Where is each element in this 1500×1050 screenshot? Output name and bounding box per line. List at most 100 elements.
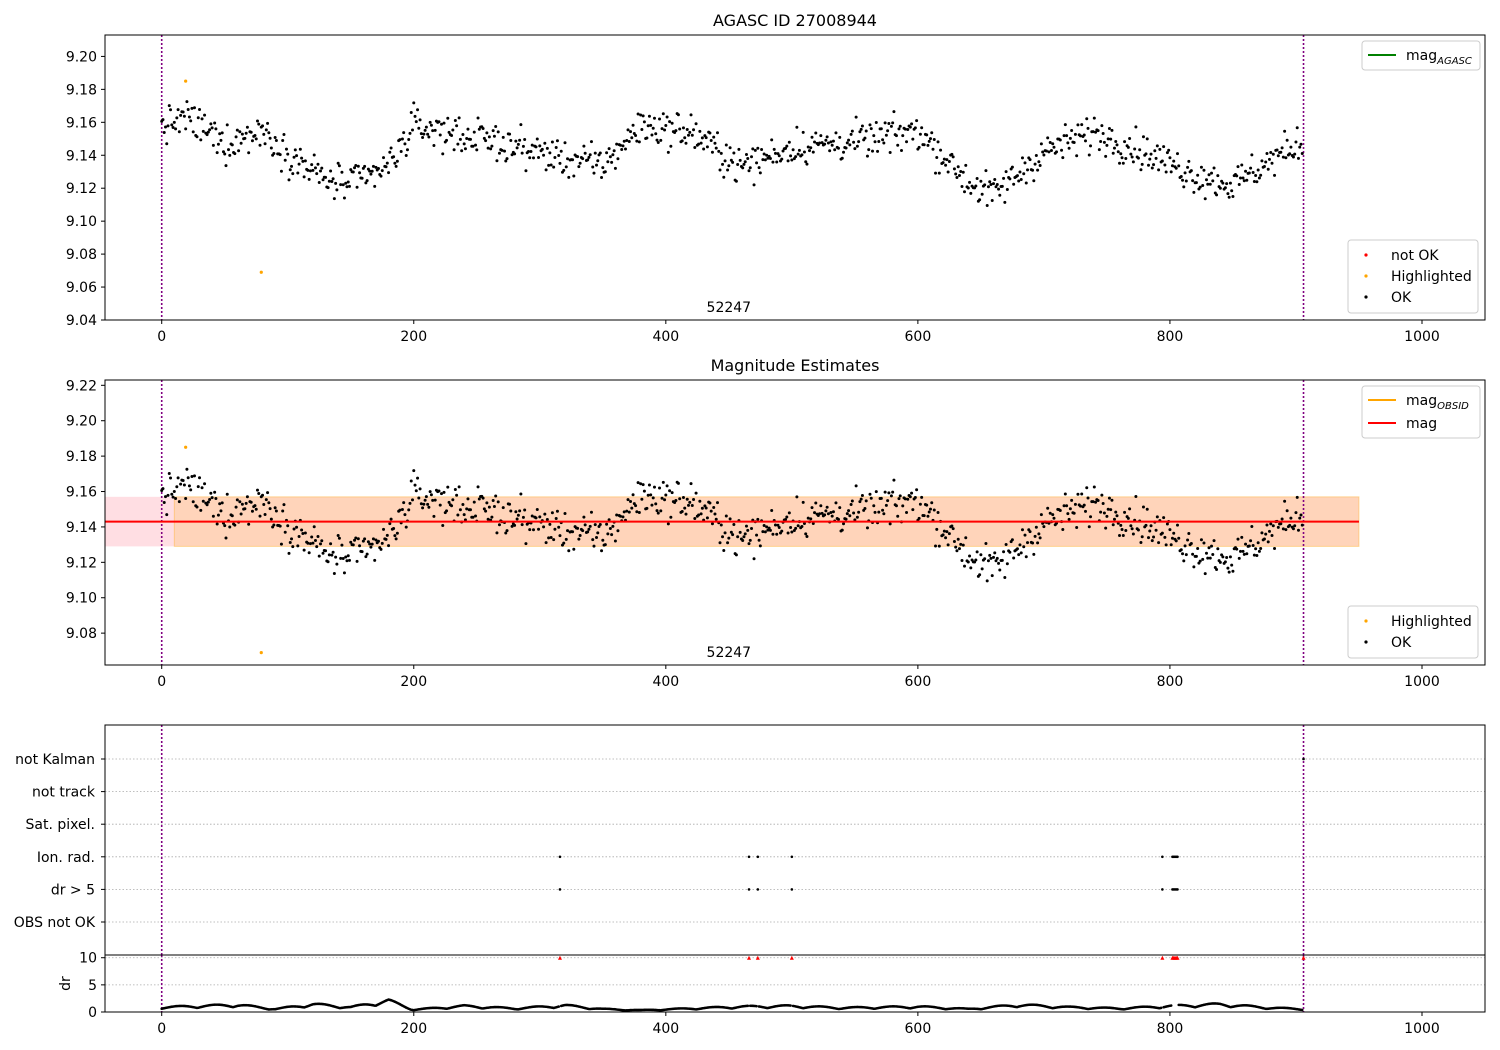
ok-point bbox=[1154, 528, 1158, 532]
ok-point bbox=[191, 130, 195, 134]
ok-point bbox=[820, 511, 824, 515]
ok-point bbox=[550, 140, 554, 144]
ok-point bbox=[1015, 174, 1019, 178]
ok-point bbox=[266, 491, 270, 495]
ok-point bbox=[369, 172, 373, 176]
ok-point bbox=[163, 495, 167, 499]
ok-point bbox=[655, 138, 659, 142]
ok-point bbox=[308, 542, 312, 546]
ok-point bbox=[1008, 550, 1012, 554]
ok-point bbox=[235, 498, 239, 502]
ok-point bbox=[947, 159, 951, 163]
ok-point bbox=[1042, 525, 1046, 529]
ok-point bbox=[894, 504, 898, 508]
ok-point bbox=[209, 491, 213, 495]
ok-point bbox=[640, 497, 644, 501]
ok-point bbox=[542, 525, 546, 529]
ok-point bbox=[503, 149, 507, 153]
ok-point bbox=[772, 147, 776, 151]
ok-point bbox=[1075, 154, 1079, 158]
ok-point bbox=[1140, 535, 1144, 539]
ok-point bbox=[768, 156, 772, 160]
ok-point bbox=[744, 153, 748, 157]
y-tick-label: 9.14 bbox=[66, 520, 97, 536]
ok-point bbox=[873, 510, 877, 514]
ok-point bbox=[1066, 512, 1070, 516]
ok-point bbox=[558, 161, 562, 165]
highlighted-point bbox=[259, 651, 263, 655]
ok-point bbox=[428, 120, 432, 124]
ok-point bbox=[903, 127, 907, 131]
ok-point bbox=[636, 112, 640, 116]
ok-point bbox=[1210, 171, 1214, 175]
ok-point bbox=[267, 501, 271, 505]
ok-point bbox=[211, 143, 215, 147]
ok-point bbox=[1295, 126, 1299, 130]
ok-point bbox=[324, 549, 328, 553]
ok-point bbox=[235, 128, 239, 132]
ok-point bbox=[515, 517, 519, 521]
ok-point bbox=[407, 508, 411, 512]
ok-point bbox=[519, 492, 523, 496]
ok-point bbox=[1300, 152, 1304, 156]
ok-point bbox=[380, 169, 384, 173]
ok-point bbox=[209, 122, 213, 126]
ok-point bbox=[669, 515, 673, 519]
ok-point bbox=[258, 514, 262, 518]
ok-point bbox=[474, 143, 478, 147]
ok-point bbox=[351, 170, 355, 174]
ok-point bbox=[828, 149, 832, 153]
ok-point bbox=[608, 527, 612, 531]
ok-point bbox=[592, 171, 596, 175]
ok-point bbox=[261, 493, 265, 497]
ok-point bbox=[1206, 182, 1210, 186]
ok-point bbox=[263, 142, 267, 146]
ok-point bbox=[1052, 516, 1056, 520]
ok-point bbox=[187, 484, 191, 488]
y-tick-label: 9.22 bbox=[66, 378, 97, 394]
ok-point bbox=[621, 144, 625, 148]
ok-point bbox=[685, 127, 689, 131]
ok-point bbox=[732, 523, 736, 527]
ok-point bbox=[310, 535, 314, 539]
ok-point bbox=[1266, 540, 1270, 544]
ok-point bbox=[1182, 559, 1186, 563]
ok-point bbox=[230, 514, 234, 518]
ok-point bbox=[526, 150, 530, 154]
ok-point bbox=[182, 114, 186, 118]
ok-point bbox=[724, 514, 728, 518]
ok-point bbox=[681, 126, 685, 130]
ok-point bbox=[876, 149, 880, 153]
ok-point bbox=[627, 510, 631, 514]
ok-point bbox=[185, 467, 189, 471]
ok-point bbox=[341, 557, 345, 561]
ok-point bbox=[618, 143, 622, 147]
ok-point bbox=[1236, 165, 1240, 169]
ok-point bbox=[1012, 556, 1016, 560]
ok-point bbox=[722, 175, 726, 179]
ok-point bbox=[1148, 157, 1152, 161]
ok-point bbox=[1235, 547, 1239, 551]
ok-point bbox=[535, 137, 539, 141]
ok-point bbox=[293, 148, 297, 152]
flag-point bbox=[1302, 757, 1305, 761]
legend-marker bbox=[1364, 295, 1368, 299]
x-tick-label: 400 bbox=[652, 329, 679, 345]
ok-point bbox=[879, 127, 883, 131]
ok-point bbox=[600, 175, 604, 179]
flag-row-label: not Kalman bbox=[15, 752, 95, 768]
ok-point bbox=[339, 183, 343, 187]
ok-point bbox=[797, 148, 801, 152]
ok-point bbox=[230, 143, 234, 147]
ok-point bbox=[220, 501, 224, 505]
ok-point bbox=[752, 183, 756, 187]
y-tick-label: 9.16 bbox=[66, 485, 97, 501]
ok-point bbox=[264, 498, 268, 502]
ok-point bbox=[311, 168, 315, 172]
ok-point bbox=[1296, 156, 1300, 160]
ok-point bbox=[423, 498, 427, 502]
ok-point bbox=[951, 527, 955, 531]
ok-point bbox=[317, 180, 321, 184]
ok-point bbox=[757, 166, 761, 170]
ok-point bbox=[475, 148, 479, 152]
